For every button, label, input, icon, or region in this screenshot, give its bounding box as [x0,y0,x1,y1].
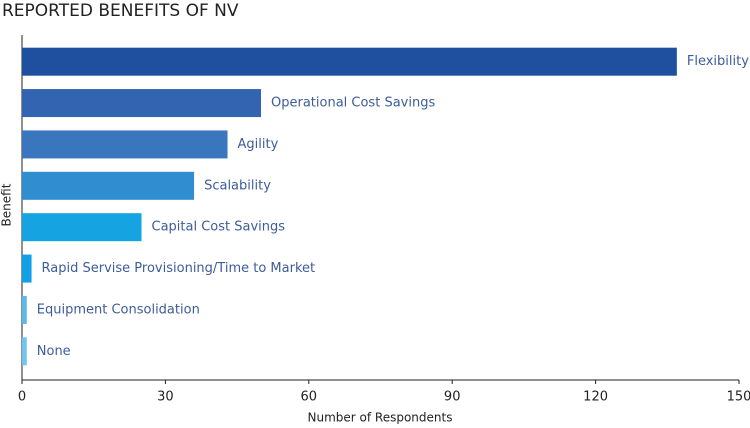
bar [22,213,142,242]
x-tick-label: 120 [583,390,608,405]
bar-label: Equipment Consolidation [37,302,200,317]
x-tick-label: 60 [301,390,318,405]
bar [22,254,32,283]
chart-title: REPORTED BENEFITS OF NV [2,1,239,21]
bar [22,295,27,324]
x-axis-label: Number of Respondents [308,411,453,425]
bar-label: Scalability [204,178,271,193]
bar [22,89,261,118]
bar-label: None [37,344,71,359]
bar [22,130,228,159]
x-tick-label: 150 [727,390,750,405]
x-tick-label: 30 [157,390,174,405]
y-axis-label: Benefit [0,183,14,226]
bar-label: Operational Cost Savings [271,96,435,111]
bar [22,47,677,76]
bar-label: Rapid Servise Provisioning/Time to Marke… [42,261,316,276]
x-tick-label: 0 [18,390,26,405]
x-tick-label: 90 [444,390,461,405]
bar [22,171,195,200]
bar-label: Capital Cost Savings [152,220,286,235]
bar-label: Flexibility [687,54,749,69]
bar [22,337,27,366]
bar-label: Agility [238,137,279,152]
